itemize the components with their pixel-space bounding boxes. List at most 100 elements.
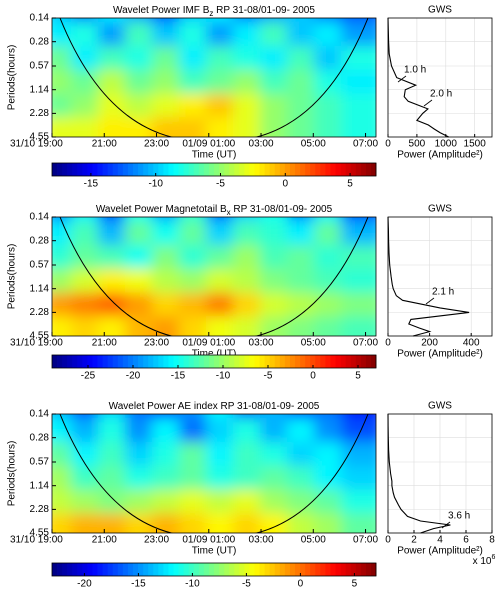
cone-of-influence — [59, 18, 369, 137]
colorbar-segment — [340, 563, 347, 576]
colorbar-segment — [325, 355, 331, 368]
colorbar-segment — [340, 355, 347, 368]
colorbar-segment — [269, 563, 276, 576]
title-rest: RP 31-08/01-09- 2005 — [231, 204, 333, 215]
x-tick-label: 6 — [463, 535, 469, 546]
y-tick-label: 0.57 — [30, 457, 50, 468]
colorbar-segment — [77, 563, 83, 576]
colorbar-segment — [279, 355, 286, 368]
colorbar-segment — [138, 355, 144, 368]
colorbar-segment — [82, 355, 88, 368]
heatmap-cells — [52, 18, 376, 137]
annotation: 3.6 h — [448, 511, 470, 522]
x-tick-label: 200 — [421, 338, 438, 349]
colorbar-segment — [143, 163, 149, 176]
colorbar-segment — [350, 163, 357, 176]
colorbar-segment — [62, 563, 68, 576]
colorbar-segment — [350, 563, 357, 576]
title-rest: RP 31-08/01-09- 2005 — [213, 5, 315, 16]
colorbar-segment — [138, 563, 144, 576]
y-tick-label: 1.14 — [30, 480, 50, 491]
x-tick-label: 03:00 — [249, 338, 274, 349]
colorbar-segment — [117, 163, 124, 176]
colorbar-segment — [92, 563, 98, 576]
colorbar-segment — [57, 163, 63, 176]
colorbar-segment — [239, 163, 245, 176]
x-tick-label: 05:00 — [301, 139, 326, 150]
colorbar-segment — [244, 563, 250, 576]
colorbar-segment — [198, 355, 205, 368]
colorbar-segment — [122, 355, 129, 368]
colorbar-segment — [153, 563, 159, 576]
annotation: 1.0 h — [404, 65, 426, 76]
colorbar-segment — [208, 563, 215, 576]
colorbar-segment — [87, 563, 93, 576]
annotation-arrow — [425, 297, 435, 305]
x-tick-label: 03:00 — [249, 139, 274, 150]
title-sub: x — [227, 208, 231, 217]
x-tick-label: 2 — [411, 535, 417, 546]
colorbar-tick-label: -5 — [216, 179, 225, 190]
colorbar-segment — [254, 163, 260, 176]
colorbar-segment — [259, 563, 266, 576]
heatmap-cell — [341, 117, 376, 137]
colorbar-segment — [239, 563, 245, 576]
y-axis-label: Periods(hours) — [7, 441, 18, 507]
x-axis-label: Time (UT) — [192, 150, 237, 161]
heatmap-cell — [341, 513, 376, 533]
colorbar-segment — [112, 163, 119, 176]
colorbar-tick-label: -10 — [148, 179, 163, 190]
chart-title: GWS — [428, 204, 452, 215]
heatmap-cell — [341, 316, 376, 336]
y-tick-label: 1.14 — [30, 283, 50, 294]
colorbar-segment — [148, 563, 154, 576]
colorbar-segment — [92, 163, 98, 176]
colorbar-tick-label: -20 — [77, 579, 92, 590]
colorbar-frame — [51, 354, 377, 369]
colorbar-segment — [102, 163, 109, 176]
colorbar-segment — [330, 563, 336, 576]
colorbar-segment — [188, 563, 195, 576]
x-tick-label: 0 — [385, 338, 391, 349]
colorbar-tick-label: -15 — [171, 371, 186, 382]
colorbar-segment — [168, 355, 174, 368]
colorbar-segment — [274, 355, 281, 368]
colorbar-segment — [92, 355, 98, 368]
x-axis-label: Power (Amplitude²) — [397, 349, 483, 360]
x-tick-label: 05:00 — [301, 338, 326, 349]
colorbar-segment — [117, 563, 124, 576]
gws-line — [387, 216, 470, 337]
colorbar-segment — [310, 163, 316, 176]
chart-title: GWS — [428, 401, 452, 412]
colorbar-segment — [274, 563, 281, 576]
colorbar-tick-label: -25 — [81, 371, 96, 382]
colorbar-tick-label: -5 — [242, 579, 251, 590]
x-tick-label: 01/09 01:00 — [182, 338, 235, 349]
colorbar-segment — [360, 163, 367, 176]
colorbar-segment — [178, 163, 185, 176]
colorbar-segment — [360, 563, 367, 576]
colorbar-segment — [82, 163, 88, 176]
annotation: 2.0 h — [430, 89, 452, 100]
colorbar-segment — [229, 163, 235, 176]
x-axis-label: Time (UT) — [192, 349, 237, 360]
x-tick-label: 0 — [385, 535, 391, 546]
colorbar-segment — [330, 163, 336, 176]
colorbar-segment — [67, 355, 73, 368]
y-tick-label: 0.14 — [30, 212, 50, 223]
y-tick-label: 0.28 — [30, 235, 50, 246]
colorbar-segment — [234, 163, 240, 176]
title-main: Wavelet Power AE index RP 31-08/01-09- 2… — [109, 401, 320, 412]
colorbar-segment — [229, 355, 235, 368]
y-tick-label: 0.28 — [30, 36, 50, 47]
heatmap-cells — [52, 217, 376, 336]
colorbar-segment — [97, 163, 104, 176]
colorbar-segment — [203, 163, 210, 176]
title-main: Wavelet Power Magnetotail B — [96, 204, 227, 215]
colorbar-segment — [249, 355, 255, 368]
colorbar-segment — [249, 163, 255, 176]
colorbar-segment — [168, 163, 174, 176]
x-tick-label: 03:00 — [249, 535, 274, 546]
colorbar-segment — [127, 563, 134, 576]
